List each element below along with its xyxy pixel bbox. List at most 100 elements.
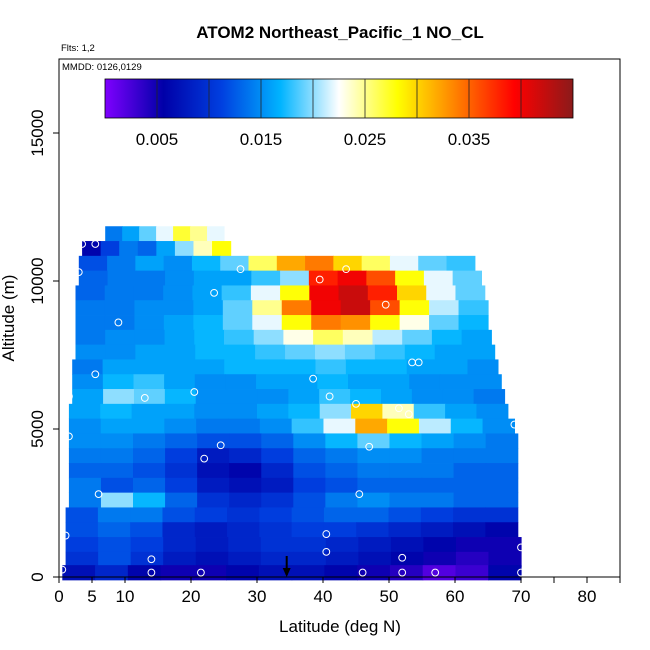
- heatmap-cell: [100, 448, 134, 464]
- heatmap-cell: [194, 522, 228, 538]
- heatmap-cell: [450, 418, 484, 434]
- heatmap-cell: [357, 492, 391, 508]
- heatmap-cell: [355, 418, 388, 434]
- sample-point: [517, 543, 525, 552]
- sample-point: [78, 240, 86, 248]
- heatmap-cell: [317, 374, 349, 390]
- sample-point: [190, 388, 199, 396]
- heatmap-cell: [104, 315, 136, 331]
- heatmap-cell: [197, 463, 230, 479]
- heatmap-cell: [229, 463, 262, 479]
- heatmap-cell: [420, 507, 454, 523]
- heatmap-cell: [323, 522, 357, 538]
- heatmap-cell: [133, 492, 166, 508]
- heatmap-cell: [229, 477, 262, 494]
- heatmap-cell: [344, 344, 376, 360]
- heatmap-cell: [130, 507, 164, 523]
- heatmap-cell: [133, 374, 165, 390]
- heatmap-cell: [281, 315, 312, 331]
- heatmap-cell: [337, 270, 367, 286]
- heatmap-cell: [248, 255, 278, 272]
- heatmap-cell: [358, 551, 392, 568]
- heatmap-cell: [399, 300, 430, 316]
- heatmap-row: [75, 329, 492, 346]
- heatmap-cell: [406, 359, 438, 375]
- heatmap-cell: [162, 507, 196, 523]
- heatmap-cell: [68, 403, 101, 420]
- heatmap-cell: [357, 565, 391, 581]
- heatmap-cell: [280, 285, 310, 301]
- heatmap-cell: [453, 507, 486, 523]
- heatmap-cell: [283, 329, 314, 346]
- heatmap-cell: [376, 359, 408, 375]
- heatmap-cell: [411, 389, 444, 405]
- heatmap-cell: [261, 463, 294, 479]
- heatmap-cell: [423, 537, 457, 553]
- heatmap-cell: [190, 226, 208, 242]
- heatmap-row: [65, 537, 522, 553]
- plot-frame: [58, 58, 621, 578]
- heatmap-cell: [257, 403, 289, 420]
- sample-point: [236, 265, 245, 274]
- heatmap-cell: [212, 241, 232, 257]
- heatmap-cell: [105, 226, 123, 242]
- heatmap-cell: [485, 522, 519, 538]
- heatmap-cell: [421, 448, 455, 464]
- heatmap-cell: [165, 433, 198, 449]
- heatmap-cell: [314, 344, 346, 360]
- heatmap-cell: [82, 241, 102, 257]
- heatmap-cell: [195, 551, 229, 568]
- x-tick-label: 50: [380, 587, 399, 606]
- heatmap-cell: [288, 389, 320, 405]
- heatmap-cell: [453, 433, 487, 449]
- heatmap-cell: [193, 359, 225, 375]
- heatmap-cell: [133, 359, 165, 375]
- heatmap-cell: [315, 359, 347, 375]
- heatmap-cell: [305, 255, 334, 272]
- sample-point: [147, 568, 156, 577]
- x-tick-label: 0: [54, 587, 63, 606]
- heatmap-cell: [374, 344, 406, 360]
- heatmap-row: [68, 492, 519, 508]
- heatmap-cell: [293, 492, 326, 508]
- heatmap-row: [75, 285, 486, 301]
- heatmap-cell: [291, 507, 325, 523]
- heatmap-cell: [163, 315, 194, 331]
- heatmap-cell: [102, 359, 134, 375]
- heatmap-cell: [485, 507, 519, 523]
- heatmap-cell: [222, 315, 253, 331]
- sample-point: [381, 300, 390, 309]
- heatmap-cell: [293, 537, 327, 553]
- heatmap-cell: [65, 507, 99, 523]
- heatmap-cell: [194, 403, 227, 420]
- colorbar-tick-label: 0.005: [136, 130, 179, 149]
- y-tick-label: 15000: [28, 109, 47, 156]
- heatmap-cell: [133, 389, 166, 405]
- heatmap-cell: [156, 241, 176, 257]
- heatmap-cell: [319, 389, 351, 405]
- heatmap-cell: [325, 492, 359, 508]
- heatmap-cell: [137, 241, 157, 257]
- sample-point: [140, 394, 149, 402]
- heatmap-cell: [194, 507, 228, 523]
- chart-title: ATOM2 Northeast_Pacific_1 NO_CL: [196, 23, 484, 42]
- heatmap-cell: [134, 329, 166, 346]
- heatmap-cell: [455, 551, 490, 568]
- heatmap-cell: [356, 507, 390, 523]
- heatmap-cell: [165, 448, 198, 464]
- heatmap-cell: [464, 344, 496, 360]
- heatmap-cell: [293, 477, 326, 494]
- heatmap-cell: [389, 255, 419, 272]
- heatmap-cell: [197, 433, 230, 449]
- heatmap-cell: [104, 285, 135, 301]
- sample-point: [216, 441, 225, 450]
- heatmap-cell: [193, 565, 227, 581]
- heatmap-cell: [485, 463, 519, 479]
- heatmap-cell: [372, 329, 403, 346]
- heatmap-cell: [72, 374, 104, 390]
- heatmap-cell: [68, 477, 102, 494]
- heatmap-cell: [228, 551, 262, 568]
- heatmap-cell: [257, 389, 289, 405]
- heatmap-cell: [309, 285, 340, 301]
- heatmap-cell: [351, 403, 383, 420]
